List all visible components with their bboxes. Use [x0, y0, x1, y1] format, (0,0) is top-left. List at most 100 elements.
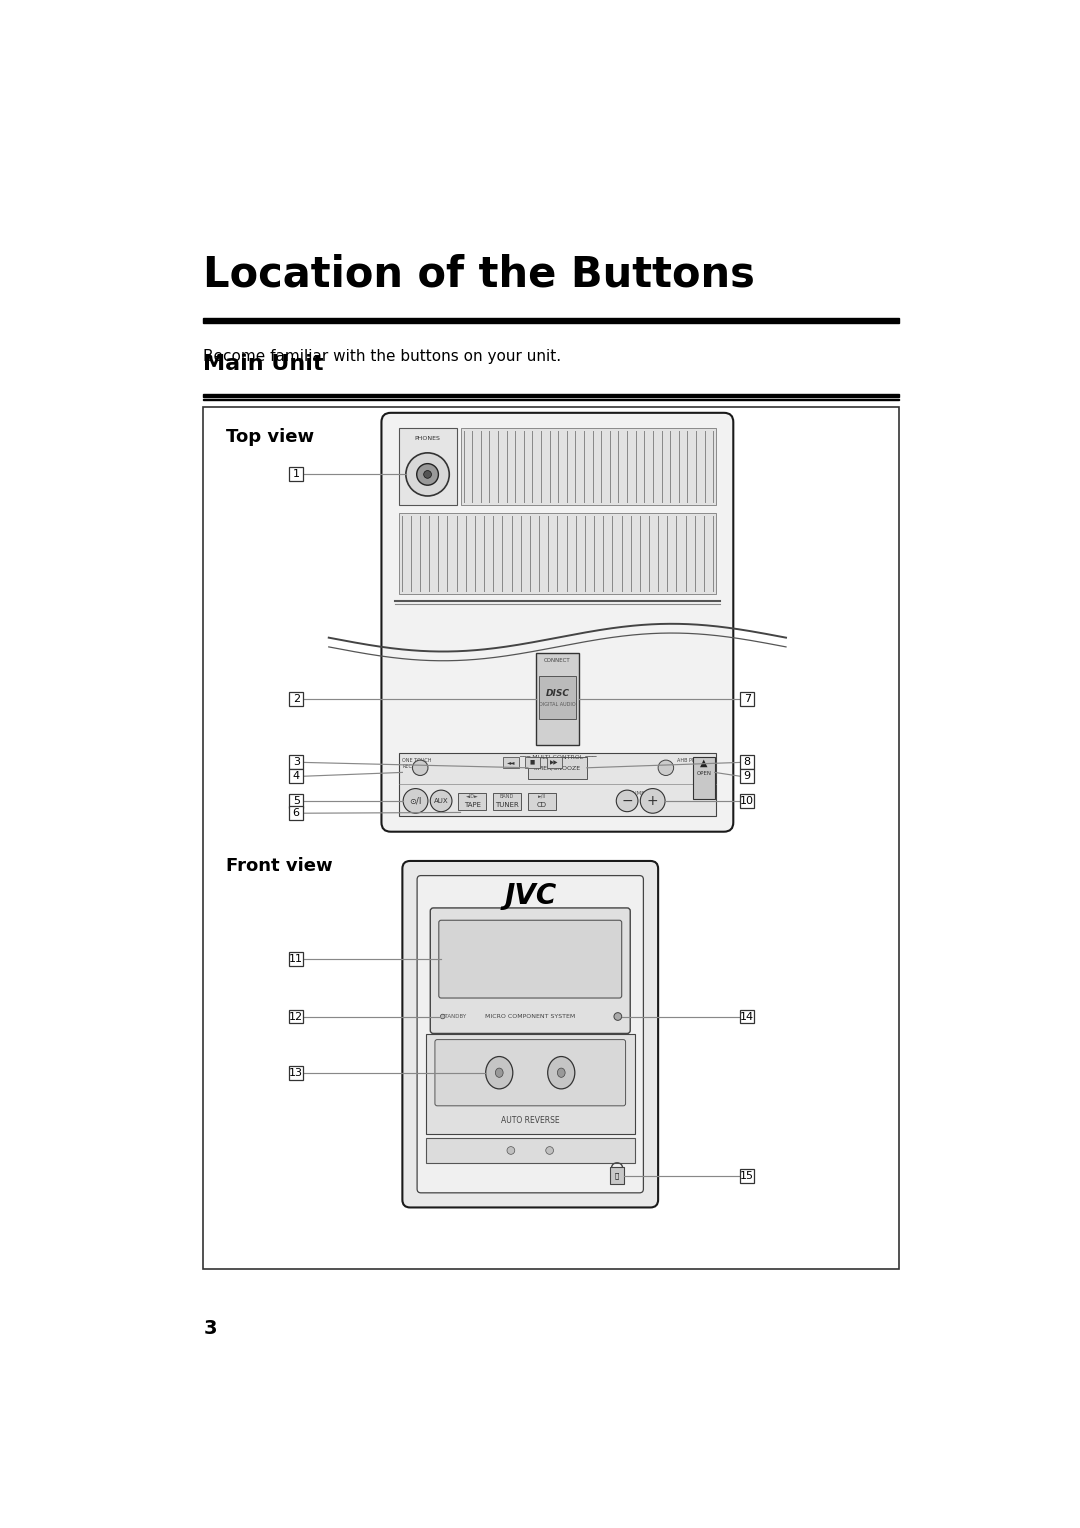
Bar: [528, 793, 556, 810]
Circle shape: [423, 471, 431, 478]
FancyBboxPatch shape: [438, 920, 622, 998]
Text: BAND: BAND: [500, 793, 514, 799]
Text: REC: REC: [403, 764, 413, 769]
Text: ⊙/I: ⊙/I: [409, 796, 421, 805]
Text: VOLUME: VOLUME: [623, 792, 646, 796]
Text: +: +: [647, 795, 659, 808]
Circle shape: [617, 790, 638, 811]
Bar: [426, 1138, 635, 1163]
Bar: [546, 756, 562, 767]
Bar: [289, 952, 303, 966]
Text: DISC: DISC: [545, 689, 569, 698]
Bar: [494, 793, 521, 810]
Bar: [203, 406, 900, 1270]
Bar: [289, 807, 303, 821]
Text: CD: CD: [537, 802, 546, 808]
Text: 11: 11: [289, 953, 303, 964]
FancyBboxPatch shape: [403, 860, 658, 1207]
Text: 7: 7: [744, 694, 751, 704]
Text: −: −: [621, 795, 633, 808]
Text: 13: 13: [289, 1068, 303, 1077]
Text: STANDBY: STANDBY: [441, 1015, 467, 1019]
FancyBboxPatch shape: [381, 413, 733, 831]
Text: JVC: JVC: [504, 882, 556, 911]
Bar: [528, 756, 586, 779]
Ellipse shape: [548, 1056, 575, 1089]
Circle shape: [507, 1146, 515, 1154]
Text: ▲: ▲: [700, 758, 707, 769]
Text: Main Unit: Main Unit: [203, 354, 324, 374]
Text: 1: 1: [293, 469, 300, 480]
Text: Front view: Front view: [227, 857, 333, 876]
Bar: [426, 1034, 635, 1134]
Text: ONE TOUCH: ONE TOUCH: [403, 758, 432, 762]
Circle shape: [430, 790, 451, 811]
Bar: [289, 795, 303, 808]
Text: ─── MULTI CONTROL ───: ─── MULTI CONTROL ───: [518, 755, 596, 759]
Text: 3: 3: [203, 1319, 217, 1339]
Text: MICRO COMPONENT SYSTEM: MICRO COMPONENT SYSTEM: [485, 1015, 576, 1019]
Bar: [503, 756, 518, 767]
Bar: [399, 513, 716, 594]
Bar: [289, 755, 303, 769]
Text: 15: 15: [740, 1170, 754, 1181]
Bar: [740, 769, 754, 784]
Circle shape: [406, 452, 449, 497]
Bar: [399, 428, 457, 506]
Text: ◄◄: ◄◄: [507, 759, 515, 766]
FancyBboxPatch shape: [417, 876, 644, 1193]
Text: 🔒: 🔒: [615, 1172, 619, 1180]
Circle shape: [613, 1013, 622, 1021]
Bar: [289, 1010, 303, 1024]
Bar: [289, 1067, 303, 1080]
Bar: [289, 769, 303, 784]
Text: PHONES: PHONES: [415, 435, 441, 442]
Bar: [610, 1167, 624, 1184]
Circle shape: [413, 759, 428, 776]
Circle shape: [658, 759, 674, 776]
Text: 6: 6: [293, 808, 300, 817]
Bar: [289, 468, 303, 481]
Ellipse shape: [486, 1056, 513, 1089]
Text: TIMER/SNOOZE: TIMER/SNOOZE: [534, 766, 581, 770]
Bar: [740, 755, 754, 769]
Bar: [536, 652, 579, 746]
Text: TAPE: TAPE: [463, 802, 481, 808]
Bar: [203, 394, 900, 397]
Text: ►/II: ►/II: [538, 793, 546, 799]
Bar: [525, 756, 540, 767]
Text: Top view: Top view: [227, 428, 314, 446]
Bar: [460, 428, 716, 506]
Ellipse shape: [557, 1068, 565, 1077]
Text: 4: 4: [293, 772, 300, 781]
Bar: [289, 692, 303, 706]
Bar: [693, 756, 715, 799]
Text: 10: 10: [740, 796, 754, 805]
Bar: [740, 1010, 754, 1024]
Text: ◄ID►: ◄ID►: [465, 793, 478, 799]
Text: 9: 9: [744, 772, 751, 781]
Text: AHB PRO: AHB PRO: [677, 758, 699, 762]
Text: AUTO REVERSE: AUTO REVERSE: [501, 1115, 559, 1125]
Text: TUNER: TUNER: [495, 802, 518, 808]
Text: 2: 2: [293, 694, 300, 704]
Text: 8: 8: [744, 758, 751, 767]
Text: 5: 5: [293, 796, 300, 805]
Text: ■: ■: [530, 759, 536, 766]
Circle shape: [441, 1015, 445, 1019]
Text: 3: 3: [293, 758, 300, 767]
Ellipse shape: [496, 1068, 503, 1077]
Bar: [740, 795, 754, 808]
Text: Become familiar with the buttons on your unit.: Become familiar with the buttons on your…: [203, 348, 562, 364]
Bar: [740, 1169, 754, 1183]
Bar: [539, 677, 576, 718]
Text: 12: 12: [289, 1012, 303, 1022]
FancyBboxPatch shape: [435, 1039, 625, 1106]
Circle shape: [403, 788, 428, 813]
Bar: [203, 318, 900, 324]
Text: ▶▶: ▶▶: [550, 759, 558, 766]
Text: DIGITAL AUDIO: DIGITAL AUDIO: [539, 703, 576, 707]
Bar: [399, 753, 716, 816]
Text: AUX: AUX: [434, 798, 448, 804]
Bar: [458, 793, 486, 810]
